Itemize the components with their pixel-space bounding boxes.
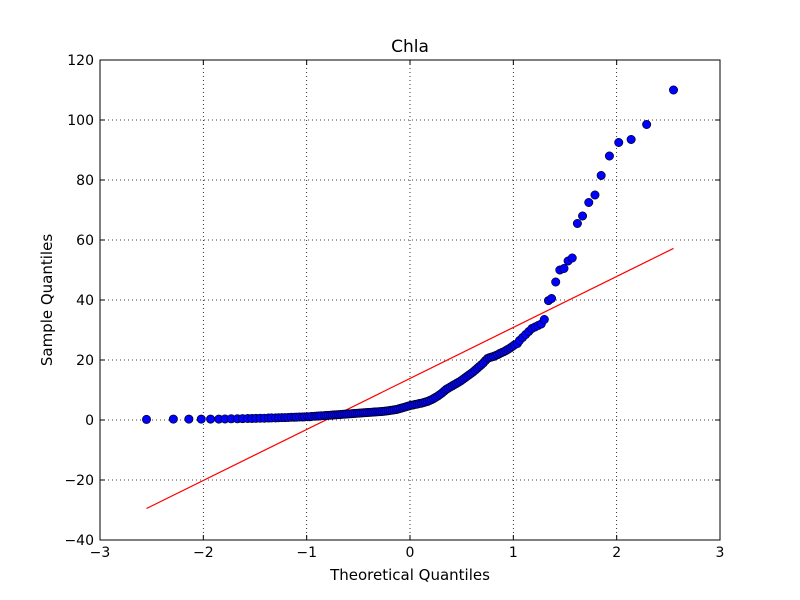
data-point xyxy=(567,253,577,263)
data-point xyxy=(642,120,652,130)
x-tick-label: 1 xyxy=(509,545,518,561)
data-point xyxy=(184,414,194,424)
x-tick-label: 0 xyxy=(406,545,415,561)
y-tick-label: 20 xyxy=(76,353,94,369)
x-axis-label: Theoretical Quantiles xyxy=(329,566,490,584)
y-axis-ticks: −40 −20 0 20 40 60 80 100 120 xyxy=(64,53,720,549)
data-point xyxy=(168,414,178,424)
data-point xyxy=(206,414,216,424)
data-point xyxy=(584,198,594,208)
reference-line xyxy=(146,247,674,510)
y-axis-label: Sample Quantiles xyxy=(38,234,56,366)
data-point xyxy=(551,277,561,287)
x-tick-label: −3 xyxy=(90,545,111,561)
y-tick-label: 40 xyxy=(76,293,94,309)
x-tick-label: 3 xyxy=(716,545,725,561)
x-tick-label: −1 xyxy=(296,545,317,561)
data-point xyxy=(196,414,206,424)
data-point xyxy=(614,138,624,148)
y-tick-label: 120 xyxy=(67,53,94,69)
data-point xyxy=(142,414,152,424)
x-axis-ticks: −3 −2 −1 0 1 2 3 xyxy=(90,60,725,561)
data-point xyxy=(596,171,606,181)
y-tick-label: 80 xyxy=(76,173,94,189)
data-point xyxy=(668,85,678,95)
data-points xyxy=(142,85,678,424)
y-tick-label: 0 xyxy=(85,413,94,429)
fit-line xyxy=(146,247,674,510)
y-tick-label: −40 xyxy=(64,533,94,549)
data-point xyxy=(547,293,557,303)
chart-title: Chla xyxy=(391,37,429,57)
data-point xyxy=(559,263,569,273)
data-point xyxy=(572,219,582,229)
data-point xyxy=(626,135,636,145)
data-point xyxy=(578,211,588,221)
y-tick-label: −20 xyxy=(64,473,94,489)
y-tick-label: 100 xyxy=(67,113,94,129)
grid-lines xyxy=(99,59,721,541)
data-point xyxy=(539,314,549,324)
y-tick-label: 60 xyxy=(76,233,94,249)
x-tick-label: −2 xyxy=(193,545,214,561)
data-point xyxy=(590,190,600,200)
data-point xyxy=(604,151,614,161)
x-tick-label: 2 xyxy=(612,545,621,561)
